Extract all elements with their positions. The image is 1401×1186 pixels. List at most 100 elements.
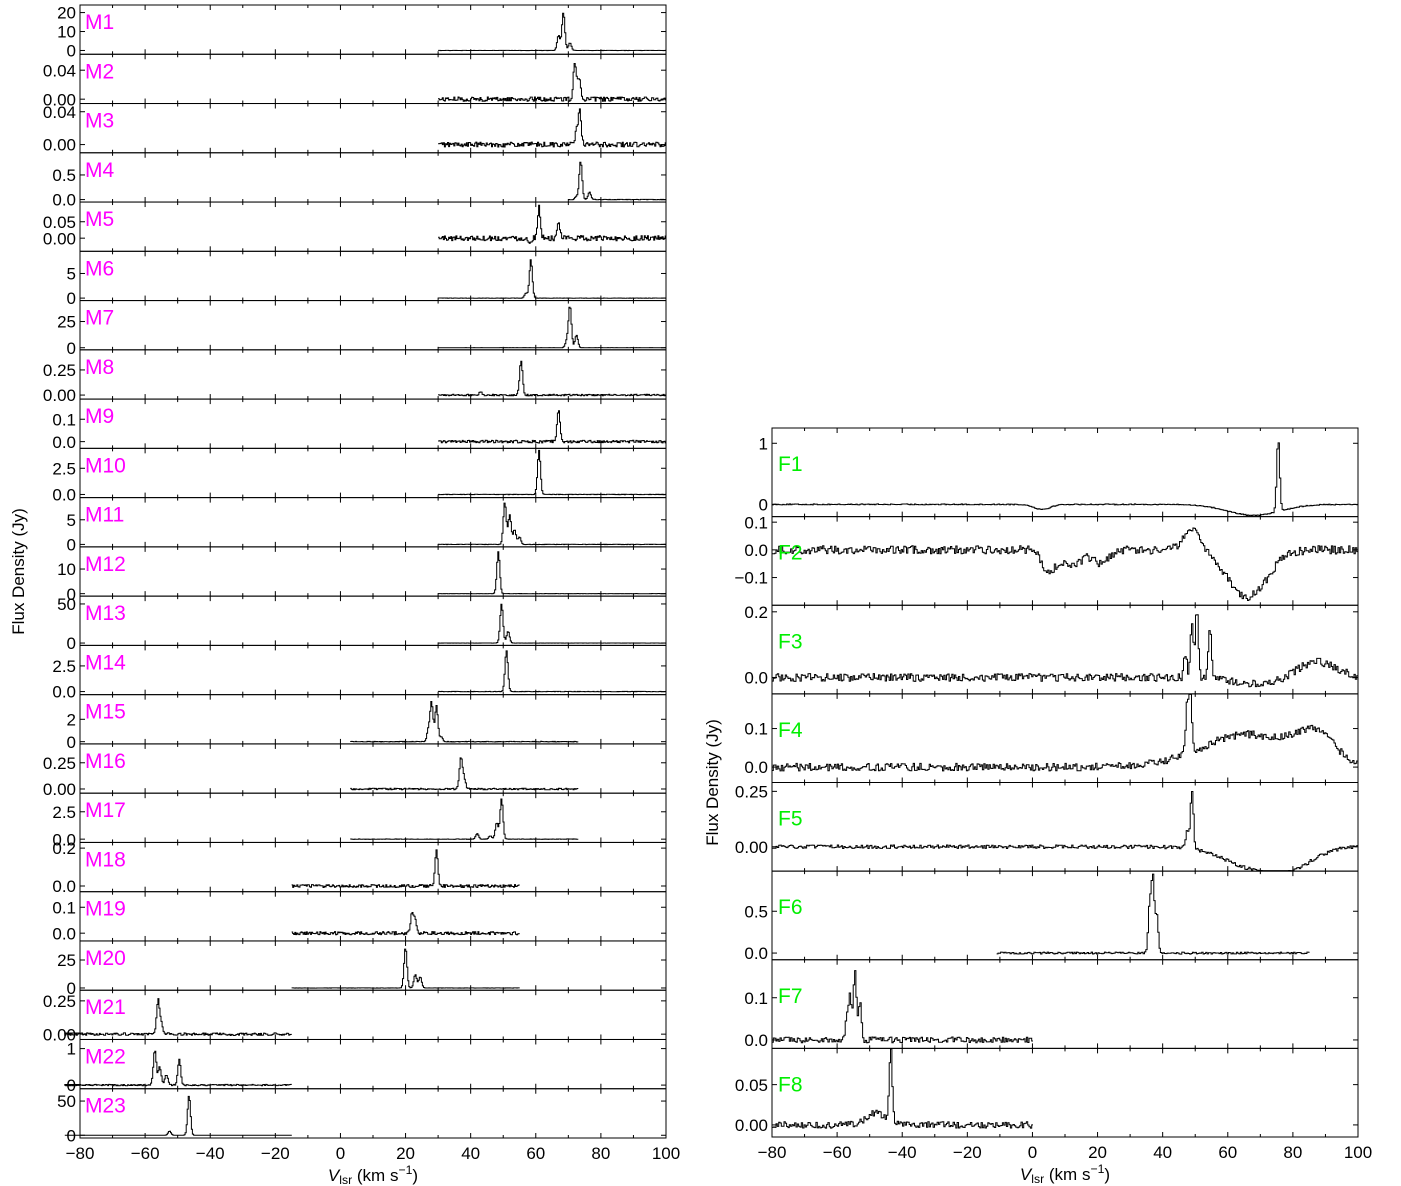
panel-m13: 50 0 M13 — [57, 595, 667, 653]
y-tick-label: 0.0 — [744, 944, 768, 963]
left-maser-spectra-figure: 20100M10.040.00M20.040.00M30.50.0M40.050… — [9, 4, 680, 1186]
y-tick-label: 0 — [67, 979, 76, 998]
panel-frame — [771, 427, 1359, 518]
spectrum-line — [64, 1095, 292, 1136]
panel-m18: 0.2 0.0 M18 — [52, 839, 667, 896]
spectrum-line — [772, 614, 1359, 688]
y-tick-label: 0.25 — [43, 992, 76, 1011]
spectrum-line — [438, 551, 666, 595]
x-axis-label: Vlsr (km s−1) — [328, 1163, 418, 1186]
panel-label: M12 — [85, 553, 126, 576]
panel-frame — [79, 250, 667, 302]
panel-frame — [79, 4, 667, 55]
y-tick-label: 0.0 — [744, 1031, 768, 1050]
y-tick-label: 0.00 — [43, 229, 76, 248]
spectrum-line — [438, 63, 666, 102]
panel-m6: 5 0 M6 — [67, 250, 667, 308]
panel-label: M11 — [85, 504, 124, 527]
panel-frame — [79, 940, 667, 991]
x-tick-label: 20 — [396, 1144, 415, 1163]
y-tick-label: 0.05 — [43, 213, 76, 232]
y-tick-label: 2 — [67, 710, 76, 729]
panel-frame — [79, 694, 667, 745]
panel-frame — [79, 644, 667, 696]
panel-label: F3 — [778, 630, 803, 653]
panel-m11: 5 0 M11 — [67, 497, 667, 555]
y-tick-label: 20 — [57, 4, 76, 23]
panel-m4: 0.5 0.0 M4 — [52, 152, 667, 210]
panel-label: F8 — [778, 1073, 803, 1096]
panel-f6: 0.5 0.0 F6 — [744, 870, 1359, 963]
x-tick-label: 80 — [1283, 1143, 1302, 1162]
y-tick-label: 0.0 — [52, 877, 76, 896]
y-tick-label: 0 — [67, 289, 76, 308]
panel-m15: 2 0 M15 — [67, 694, 667, 752]
x-tick-label: 100 — [652, 1144, 680, 1163]
y-tick-label: 0.2 — [52, 839, 76, 858]
panel-frame — [771, 870, 1359, 961]
y-tick-label: 0.5 — [744, 902, 768, 921]
panel-label: F4 — [778, 719, 803, 742]
y-tick-label: 0.00 — [735, 838, 768, 857]
panel-frame — [771, 1047, 1359, 1138]
x-tick-label: −80 — [758, 1143, 787, 1162]
y-tick-label: −0.1 — [734, 569, 768, 588]
spectrum-line — [772, 527, 1359, 601]
y-tick-label: 0.1 — [52, 898, 76, 917]
y-tick-label: 5 — [67, 511, 76, 530]
panel-label: M5 — [85, 208, 114, 231]
panel-frame — [79, 595, 667, 646]
y-tick-label: 25 — [57, 313, 76, 332]
panel-m23: 50 0 M23 — [57, 1088, 667, 1145]
y-tick-label: 0 — [67, 536, 76, 555]
y-axis-label: Flux Density (Jy) — [9, 508, 28, 635]
spectrum-line — [772, 791, 1359, 872]
panel-frame — [79, 743, 667, 794]
y-tick-label: 1 — [67, 1040, 76, 1059]
spectrum-line — [438, 502, 666, 546]
panel-label: M20 — [85, 947, 126, 970]
panel-m14: 2.5 0.0 M14 — [52, 644, 667, 702]
y-tick-label: 0.5 — [52, 166, 76, 185]
y-tick-label: 0.25 — [735, 782, 768, 801]
spectrum-line — [350, 757, 579, 791]
spectrum-line — [350, 701, 579, 743]
y-tick-label: 0.00 — [735, 1116, 768, 1135]
spectrum-line — [772, 442, 1359, 517]
panel-frame — [79, 497, 667, 548]
spectrum-line — [438, 12, 666, 52]
y-tick-label: 0.1 — [744, 720, 768, 739]
x-tick-label: 40 — [461, 1144, 480, 1163]
x-tick-label: −40 — [196, 1144, 225, 1163]
panel-f4: 0.1 0.0 F4 — [744, 693, 1359, 783]
y-tick-label: 1 — [759, 434, 768, 453]
y-tick-label: 0.0 — [52, 191, 76, 210]
y-tick-label: 10 — [57, 560, 76, 579]
panel-f1: 1 0 F1 — [759, 427, 1359, 518]
y-tick-label: 10 — [57, 23, 76, 42]
y-tick-label: 0.25 — [43, 361, 76, 380]
y-tick-label: 0.00 — [43, 1025, 76, 1044]
spectrum-line — [291, 912, 520, 936]
y-tick-label: 0.04 — [43, 61, 76, 80]
spectrum-line — [438, 650, 666, 693]
y-tick-label: 0.04 — [43, 103, 76, 122]
x-tick-label: −60 — [131, 1144, 160, 1163]
panel-m20: 25 0 M20 — [57, 940, 667, 998]
spectrum-line — [438, 204, 666, 244]
x-axis-label: Vlsr (km s−1) — [1020, 1162, 1110, 1186]
y-tick-label: 0.1 — [744, 989, 768, 1008]
panel-m19: 0.1 0.0 M19 — [52, 891, 667, 943]
panel-label: M7 — [85, 307, 114, 330]
x-tick-label: 100 — [1344, 1143, 1372, 1162]
x-tick-label: −80 — [66, 1144, 95, 1163]
spectrum-line — [350, 798, 579, 840]
y-tick-label: 0.00 — [43, 780, 76, 799]
y-tick-label: 0.2 — [744, 603, 768, 622]
spectrum-line — [291, 849, 520, 888]
panel-label: M10 — [85, 454, 126, 477]
y-tick-label: 0.0 — [52, 486, 76, 505]
panel-label: M21 — [85, 996, 126, 1019]
y-tick-label: 0.1 — [52, 410, 76, 429]
y-tick-label: 0.25 — [43, 754, 76, 773]
